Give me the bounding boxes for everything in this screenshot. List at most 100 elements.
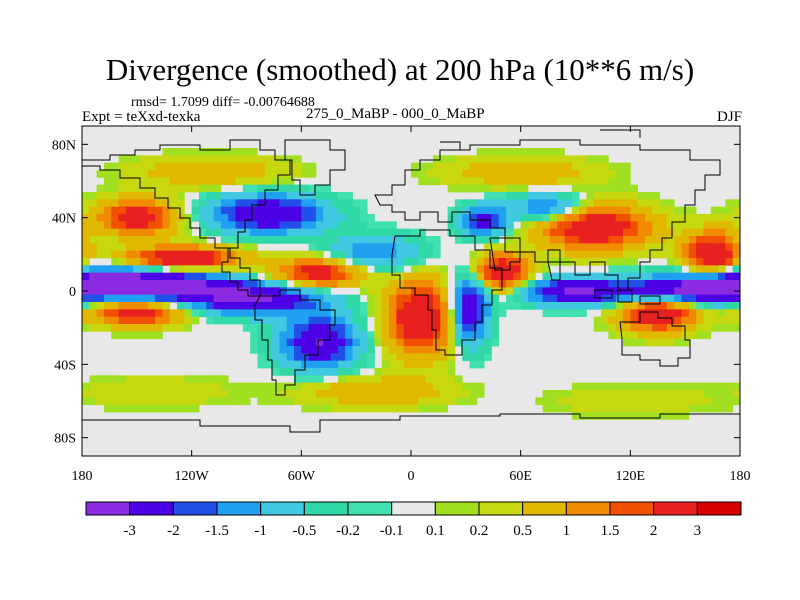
field-cell <box>206 170 214 178</box>
field-cell <box>469 280 478 288</box>
field-cell <box>294 390 302 398</box>
field-cell <box>469 206 478 215</box>
colorbar-label: 1.5 <box>601 523 620 539</box>
field-cell <box>644 228 653 237</box>
field-cell <box>564 243 573 252</box>
field-cell <box>359 199 368 208</box>
field-cell <box>125 287 134 296</box>
field-cell <box>235 272 244 281</box>
field-cell <box>301 287 310 296</box>
field-cell <box>659 412 668 420</box>
field-cell <box>718 309 726 318</box>
field-cell <box>103 236 112 244</box>
field-cell <box>557 221 565 230</box>
field-cell <box>601 214 609 222</box>
field-cell <box>89 397 98 406</box>
field-cell <box>169 280 178 288</box>
field-cell <box>520 177 529 186</box>
field-cell <box>206 228 214 237</box>
field-cell <box>557 170 565 178</box>
field-cell <box>506 206 514 215</box>
field-cell <box>469 287 478 296</box>
field-cell <box>462 397 470 406</box>
field-cell <box>484 155 492 164</box>
field-cell <box>352 294 361 303</box>
field-cell <box>506 287 514 296</box>
field-cell <box>140 324 149 332</box>
field-cell <box>315 294 324 303</box>
field-cell <box>103 221 112 230</box>
field-cell <box>601 316 609 325</box>
field-cell <box>652 390 660 398</box>
field-cell <box>601 236 609 244</box>
field-cell <box>257 324 266 332</box>
field-cell <box>454 287 463 296</box>
field-cell <box>250 272 258 281</box>
field-cell <box>527 192 536 200</box>
field-cell <box>111 236 119 244</box>
field-cell <box>725 236 734 244</box>
field-cell <box>301 199 310 208</box>
field-cell <box>337 346 346 354</box>
field-cell <box>147 265 156 274</box>
lon-tick-label: 120E <box>616 469 646 484</box>
field-cell <box>703 316 712 325</box>
field-cell <box>513 192 522 200</box>
field-cell <box>484 258 492 266</box>
field-cell <box>345 221 353 230</box>
field-cell <box>535 243 543 252</box>
field-cell <box>389 294 397 303</box>
field-cell <box>103 243 112 252</box>
field-cell <box>111 294 119 303</box>
field-cell <box>637 390 646 398</box>
field-cell <box>520 148 529 156</box>
field-cell <box>557 148 565 156</box>
field-cell <box>725 397 734 406</box>
field-cell <box>491 162 500 171</box>
field-cell <box>242 221 251 230</box>
field-cell <box>169 316 178 325</box>
field-cell <box>367 294 375 303</box>
field-cell <box>198 302 207 310</box>
field-cell <box>213 375 222 384</box>
field-cell <box>286 206 295 215</box>
field-cell <box>411 382 419 391</box>
field-cell <box>411 324 419 332</box>
field-cell <box>367 302 375 310</box>
field-cell <box>608 221 617 230</box>
field-cell <box>666 338 675 347</box>
field-cell <box>264 228 273 237</box>
field-cell <box>118 155 127 164</box>
field-cell <box>535 206 543 215</box>
field-cell <box>103 316 112 325</box>
field-cell <box>315 243 324 252</box>
field-cell <box>294 228 302 237</box>
field-cell <box>608 214 617 222</box>
field-cell <box>454 397 463 406</box>
field-cell <box>593 170 602 178</box>
field-cell <box>337 316 346 325</box>
field-cell <box>549 397 558 406</box>
field-cell <box>235 316 244 325</box>
field-cell <box>389 382 397 391</box>
field-cell <box>564 177 573 186</box>
field-cell <box>177 375 185 384</box>
field-cell <box>169 272 178 281</box>
field-cell <box>447 162 456 171</box>
field-cell <box>411 302 419 310</box>
field-cell <box>659 250 668 259</box>
field-cell <box>542 192 551 200</box>
field-cell <box>644 199 653 208</box>
field-cell <box>191 404 200 413</box>
field-cell <box>732 236 740 244</box>
field-cell <box>411 294 419 303</box>
field-cell <box>535 302 543 310</box>
field-cell <box>557 243 565 252</box>
field-cell <box>133 155 141 164</box>
field-cell <box>257 214 266 222</box>
field-cell <box>323 346 331 354</box>
field-cell <box>520 272 529 281</box>
field-cell <box>352 390 361 398</box>
field-cell <box>330 331 339 340</box>
field-cell <box>257 236 266 244</box>
